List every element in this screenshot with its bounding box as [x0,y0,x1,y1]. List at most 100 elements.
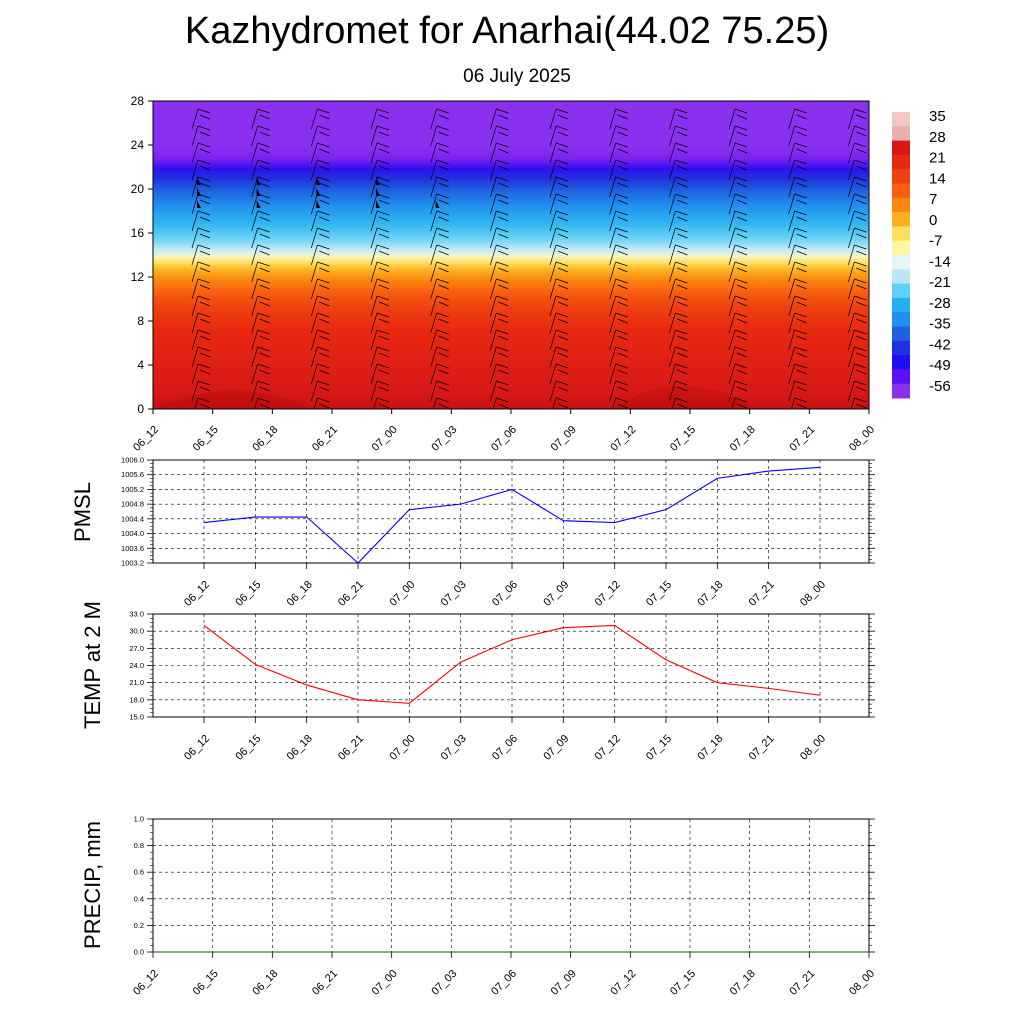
wind-barb [728,227,748,249]
colorbar-label: -14 [929,253,951,270]
wind-barb [430,346,449,368]
wind-barb [310,142,330,164]
wind-barb [430,108,449,130]
colorbar-swatch [892,383,910,399]
wind-barb [609,380,628,402]
wind-barb [668,142,688,164]
y-tick-label: 4 [137,358,144,372]
colorbar-swatch [892,169,910,184]
wind-barb [847,295,867,317]
wind-barb [191,125,211,147]
wind-barb [788,142,807,164]
y-axis-label: PMSL [70,482,95,542]
wind-barb [788,244,807,266]
wind-barb [850,397,867,409]
y-tick-label: 1004.0 [121,529,144,538]
x-tick-label: 06_18 [285,579,315,609]
wind-barb [847,278,867,300]
x-tick-label: 06_15 [233,733,263,763]
colorbar-swatch [892,297,910,313]
wind-barb [489,176,509,198]
wind-barb [668,125,688,147]
x-tick-label: 07_03 [439,579,469,609]
wind-barb [549,278,569,300]
wind-barb [489,312,509,334]
wind-barb [191,210,211,232]
wind-barb [310,244,330,266]
x-tick-label: 06_15 [191,968,221,998]
x-tick-label: 07_03 [429,424,459,454]
wind-barb [609,278,628,300]
wind-barb [191,142,211,164]
x-tick-label: 07_06 [489,968,519,998]
x-tick-label: 06_18 [285,733,315,763]
wind-barb [549,244,569,266]
wind-barb [310,227,330,249]
wind-barb [788,210,807,232]
wind-barb [370,346,390,368]
wind-barb [191,380,211,402]
y-tick-label: 21.0 [129,678,144,687]
wind-barb [668,193,688,215]
colorbar-label: -21 [929,274,951,291]
wind-barb [310,125,330,147]
wind-barb [310,261,330,283]
x-tick-label: 06_12 [182,579,212,609]
wind-barb [251,346,270,368]
wind-barb [251,159,270,181]
wind-barb [788,159,807,181]
wind-barb [731,397,748,409]
x-tick-label: 06_21 [336,579,366,609]
chart-title: Kazhydromet for Anarhai(44.02 75.25) [184,10,830,52]
wind-barb [370,227,390,249]
wind-pennant [197,200,201,208]
wind-barb [310,176,330,198]
wind-barb [489,329,509,351]
x-tick-label: 07_09 [541,733,571,763]
y-tick-label: 0.8 [134,841,144,850]
wind-barb [847,176,867,198]
wind-barb [728,142,748,164]
colorbar-swatch [892,283,910,299]
wind-barb [609,261,628,283]
wind-barb [668,363,688,385]
wind-barb [310,312,330,334]
wind-barb [609,193,628,215]
wind-barb [788,176,807,198]
wind-barb [370,380,390,402]
wind-barb [609,142,628,164]
x-tick-label: 07_18 [728,968,758,998]
wind-barb [191,363,211,385]
wind-barb [430,329,449,351]
colorbar-swatch [892,112,910,127]
x-tick-label: 07_12 [593,733,623,763]
wind-barb [313,397,330,409]
wind-barb [310,329,330,351]
wind-barb [549,108,569,130]
wind-barb [549,346,569,368]
wind-barb [728,363,748,385]
wind-barb [668,227,688,249]
wind-barb [668,261,688,283]
wind-barb [370,142,390,164]
y-tick-label: 33.0 [129,610,144,619]
wind-pennant [376,188,380,196]
wind-barb [728,295,748,317]
wind-barb [668,108,688,130]
wind-barb [251,210,270,232]
wind-barb [430,193,449,215]
wind-barb [430,278,449,300]
wind-barb [847,363,867,385]
wind-barb [728,312,748,334]
wind-barb [609,363,628,385]
wind-barb [370,108,390,130]
y-tick-label: 30.0 [129,627,144,636]
wind-barb [791,397,807,409]
y-tick-label: 0.4 [134,894,144,903]
wind-barb [788,108,807,130]
y-tick-label: 1005.2 [121,485,144,494]
wind-barb [549,210,569,232]
x-tick-label: 07_03 [439,733,469,763]
colorbar-label: 7 [929,191,937,208]
wind-barb [251,108,270,130]
